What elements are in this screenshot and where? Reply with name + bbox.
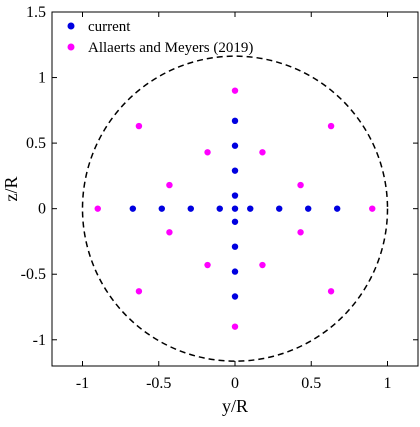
data-point: [276, 205, 283, 212]
data-point: [305, 205, 312, 212]
data-point: [297, 229, 304, 236]
data-point: [231, 323, 239, 330]
legend-label-allaerts-meyers: Allaerts and Meyers (2019): [88, 40, 253, 56]
data-point: [327, 288, 335, 295]
data-point: [216, 205, 223, 212]
data-point: [231, 192, 239, 199]
data-point: [187, 205, 194, 212]
data-point: [369, 205, 376, 212]
data-point: [204, 149, 211, 156]
series-current: [129, 117, 341, 300]
y-tick-label: -1: [33, 332, 46, 349]
legend: current Allaerts and Meyers (2019): [67, 19, 253, 56]
y-tick-label: 0: [38, 201, 46, 218]
data-point: [166, 181, 173, 189]
data-point: [327, 122, 335, 130]
y-tick-label: 0.5: [26, 135, 46, 152]
x-axis-ticks: -1 -0.5 0 0.5 1: [76, 12, 392, 392]
data-point: [231, 243, 239, 250]
data-point: [129, 205, 137, 212]
y-tick-label: 1: [38, 70, 46, 87]
y-axis-ticks: -1 -0.5 0 0.5 1 1.5: [21, 4, 418, 349]
x-axis-title: y/R: [222, 396, 248, 416]
data-point: [135, 122, 143, 130]
data-point: [166, 229, 173, 236]
y-axis-title: z/R: [1, 177, 21, 202]
legend-marker-allaerts-meyers: [67, 43, 75, 51]
x-tick-label: 0: [231, 375, 239, 392]
data-point: [247, 205, 254, 212]
data-point: [231, 205, 239, 212]
data-point: [231, 117, 239, 125]
data-point: [231, 167, 239, 174]
x-tick-label: -0.5: [146, 375, 171, 392]
data-point: [231, 268, 239, 275]
x-tick-label: -1: [76, 375, 89, 392]
data-point: [94, 205, 101, 212]
plot-frame: [51, 11, 419, 367]
data-point: [204, 261, 211, 269]
legend-label-current: current: [88, 19, 131, 35]
data-point: [259, 261, 266, 269]
data-point: [231, 142, 239, 149]
data-point: [158, 205, 165, 212]
data-point: [297, 181, 304, 189]
data-point: [231, 218, 239, 225]
x-tick-label: 1: [384, 375, 392, 392]
data-point: [333, 205, 341, 212]
data-point: [231, 293, 239, 300]
legend-marker-current: [67, 22, 75, 30]
data-point: [231, 87, 239, 94]
y-tick-label: -0.5: [21, 266, 46, 283]
series-allaerts-meyers: [94, 87, 376, 330]
data-point: [135, 288, 143, 295]
data-series: [94, 87, 376, 330]
x-tick-label: 0.5: [301, 375, 321, 392]
data-point: [259, 149, 266, 156]
y-tick-label: 1.5: [26, 4, 46, 21]
